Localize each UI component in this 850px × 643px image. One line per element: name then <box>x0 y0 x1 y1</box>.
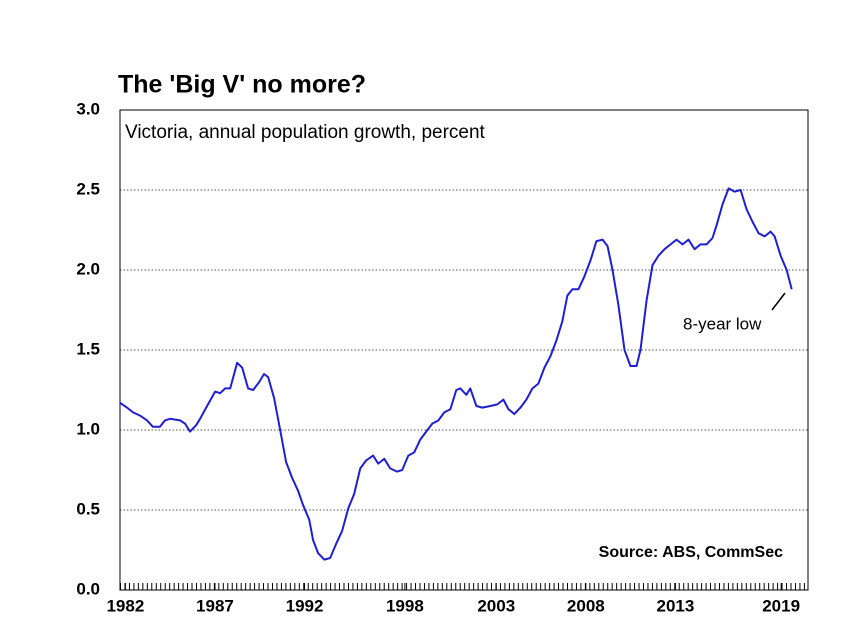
annotation-leader <box>771 292 786 311</box>
x-tick-label: 1987 <box>196 596 234 615</box>
annotation: 8-year low <box>683 314 762 333</box>
y-tick-label: 2.5 <box>76 179 100 198</box>
y-tick-label: 0.0 <box>76 579 100 598</box>
x-tick-label: 1992 <box>286 596 324 615</box>
x-tick-label: 1998 <box>386 596 424 615</box>
grid <box>120 109 808 591</box>
y-tick-label: 1.5 <box>76 339 100 358</box>
y-tick-label: 0.5 <box>76 499 100 518</box>
chart-title: The 'Big V' no more? <box>118 71 366 99</box>
subtitle: Victoria, annual population growth, perc… <box>125 122 486 143</box>
minor-ticks <box>120 583 808 590</box>
source: Source: ABS, CommSec <box>599 544 783 561</box>
x-tick-label: 1982 <box>106 596 144 615</box>
x-tick-label: 2003 <box>477 596 515 615</box>
plot-frame <box>119 109 809 591</box>
x-tick-label: 2008 <box>567 596 605 615</box>
y-tick-label: 3.0 <box>76 99 100 118</box>
y-tick-label: 1.0 <box>76 419 100 438</box>
line-series <box>119 187 793 561</box>
x-tick-label: 2019 <box>762 596 800 615</box>
x-tick-label: 2013 <box>657 596 695 615</box>
y-tick-label: 2.0 <box>76 259 100 278</box>
